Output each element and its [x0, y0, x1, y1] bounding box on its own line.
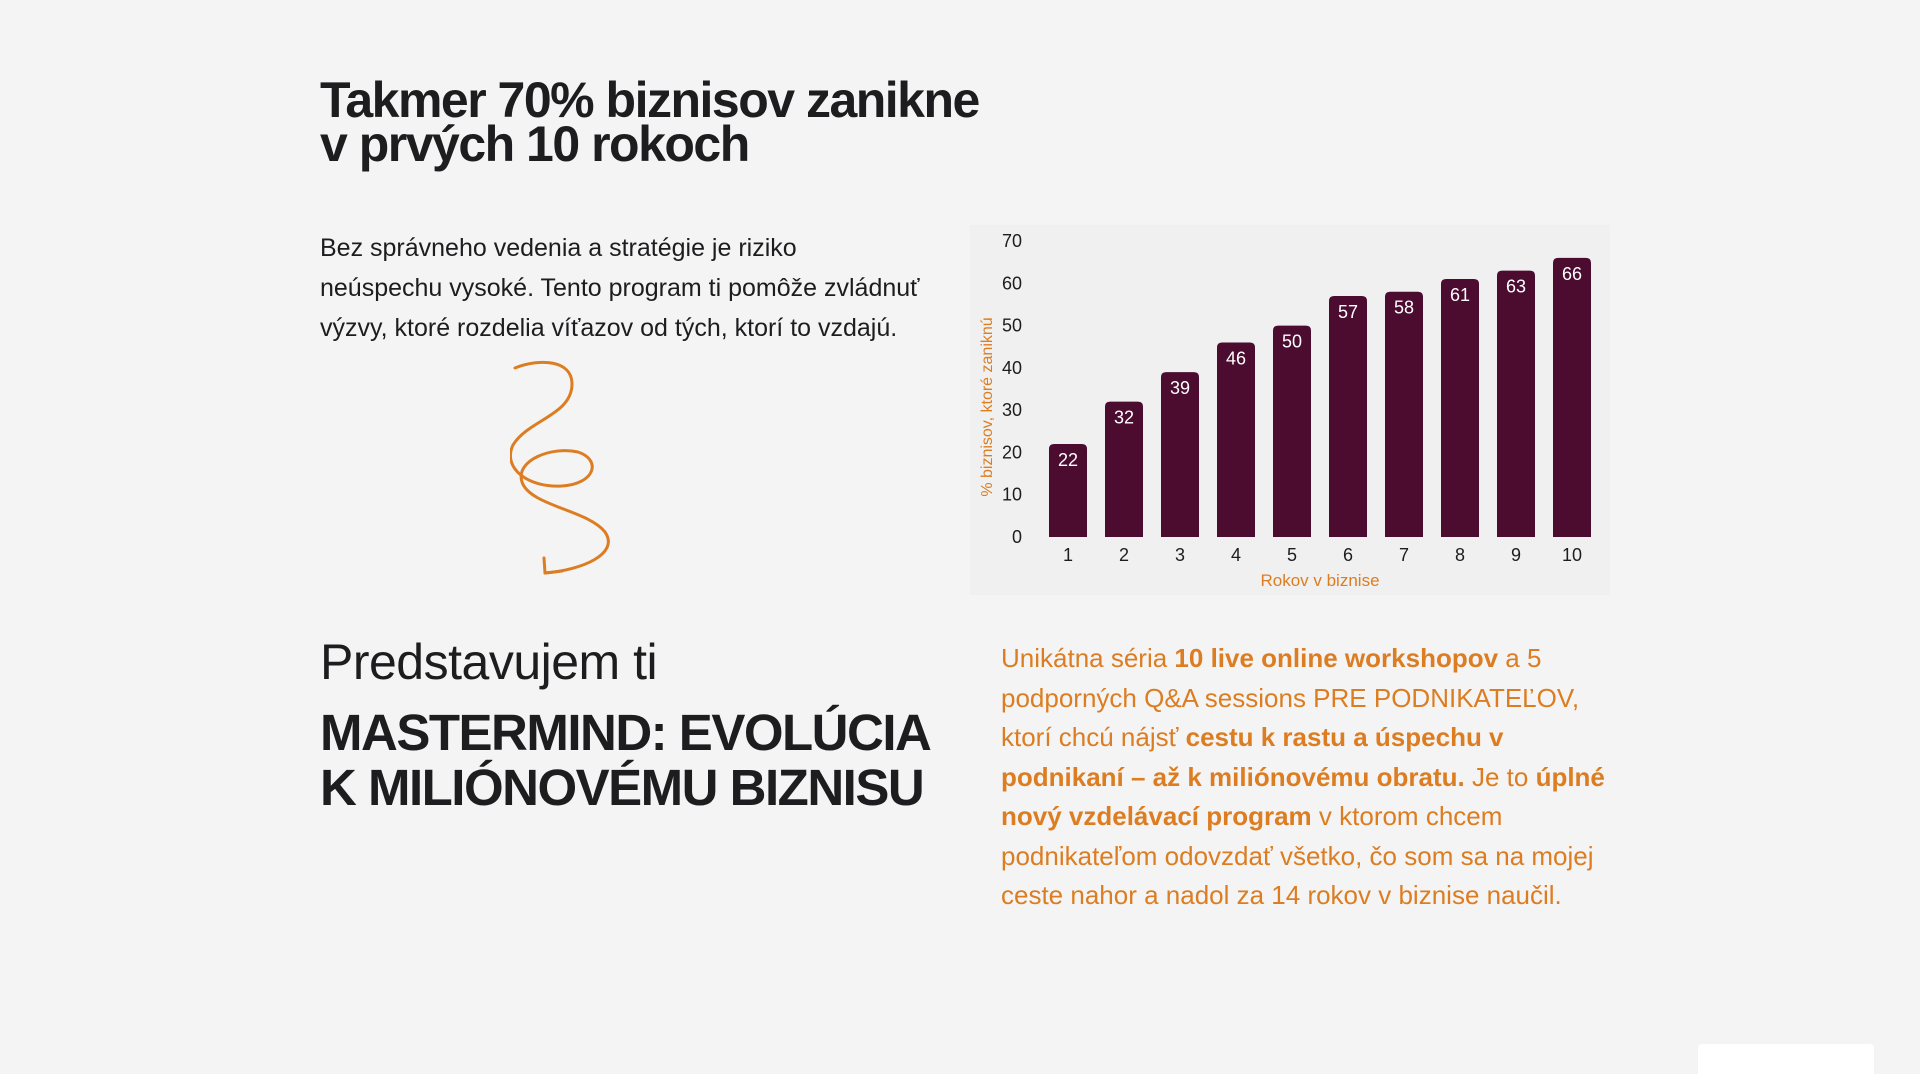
bar-value-label: 46	[1226, 348, 1246, 368]
bar-chart: 0 10 20 30 40 50 60 70 22 1 32 2 39 3 46 4 50 5 57 6 58 7 61 8 6…	[970, 225, 1610, 595]
description-text-2: a 5 podporných Q&A sessions PRE PODNIKAT…	[1001, 643, 1580, 752]
bar-value-label: 39	[1170, 378, 1190, 398]
bar-value-label: 32	[1114, 408, 1134, 428]
product-title-line-1: MASTERMIND: EVOLÚCIA	[320, 704, 932, 761]
bar	[1497, 270, 1535, 537]
x-tick-label: 10	[1562, 545, 1582, 565]
headline-line-2: v prvých 10 rokoch	[320, 116, 750, 172]
bar-value-label: 57	[1338, 302, 1358, 322]
x-tick-label: 1	[1063, 545, 1073, 565]
bar	[1553, 257, 1591, 537]
x-tick-label: 5	[1287, 545, 1297, 565]
x-tick-label: 2	[1119, 545, 1129, 565]
y-tick-label: 30	[1002, 400, 1022, 420]
bar	[1441, 279, 1479, 537]
bar	[1161, 372, 1199, 537]
bar-value-label: 63	[1506, 277, 1526, 297]
y-tick-label: 10	[1002, 485, 1022, 505]
bar	[1385, 291, 1423, 537]
description-highlight-2: cestu k rastu a úspechu v podnikaní – až…	[1001, 722, 1504, 792]
chart: 0 10 20 30 40 50 60 70 22 1 32 2 39 3 46 4 50 5 57 6 58 7 61 8 6…	[970, 225, 1610, 595]
x-tick-label: 9	[1511, 545, 1521, 565]
x-tick-label: 6	[1343, 545, 1353, 565]
bar-value-label: 22	[1058, 450, 1078, 470]
product-title: MASTERMIND: EVOLÚCIA K MILIÓNOVÉMU BIZNI…	[320, 704, 932, 816]
product-title-line-2: K MILIÓNOVÉMU BIZNISU	[320, 759, 925, 816]
x-tick-label: 8	[1455, 545, 1465, 565]
description-text-4: v ktorom chcem podnikateľom odovzdať vše…	[1001, 801, 1594, 910]
bar-value-label: 61	[1450, 285, 1470, 305]
intro-text: Bez správneho vedenia a stratégie je riz…	[320, 234, 920, 342]
bar-value-label: 50	[1282, 332, 1302, 352]
headline: Takmer 70% biznisov zanikne v prvých 10 …	[320, 72, 980, 172]
description-text-1: Unikátna séria	[1001, 643, 1175, 673]
description-highlight-3: úplné nový vzdelávací program	[1001, 761, 1605, 832]
program-description: Unikátna séria 10 live online workshopov…	[1001, 639, 1611, 916]
bar	[1217, 342, 1255, 537]
bar	[1329, 295, 1367, 537]
bar	[1273, 325, 1311, 537]
x-tick-label: 3	[1175, 545, 1185, 565]
x-axis-title: Rokov v biznise	[1260, 571, 1379, 590]
y-tick-label: 0	[1012, 527, 1022, 547]
corner-widget	[1698, 1044, 1874, 1074]
bar	[1105, 401, 1143, 537]
y-tick-label: 40	[1002, 358, 1022, 378]
y-tick-label: 60	[1002, 273, 1022, 293]
description-highlight-1: 10 live online workshopov	[1174, 643, 1499, 673]
y-axis-title: % biznisov, ktoré zaniknú	[979, 317, 996, 496]
y-tick-label: 70	[1002, 231, 1022, 251]
bar-value-label: 66	[1562, 264, 1582, 284]
description-text-3: Je to	[1464, 761, 1536, 792]
x-tick-label: 4	[1231, 545, 1241, 565]
bar-value-label: 58	[1394, 298, 1414, 318]
squiggle-arrow-icon	[510, 360, 610, 575]
x-tick-label: 7	[1399, 545, 1409, 565]
y-tick-label: 50	[1002, 316, 1022, 336]
offer-intro: Predstavujem ti	[320, 634, 658, 690]
bar	[1049, 443, 1087, 537]
y-tick-label: 20	[1002, 442, 1022, 462]
headline-line-1: Takmer 70% biznisov zanikne	[320, 72, 980, 128]
